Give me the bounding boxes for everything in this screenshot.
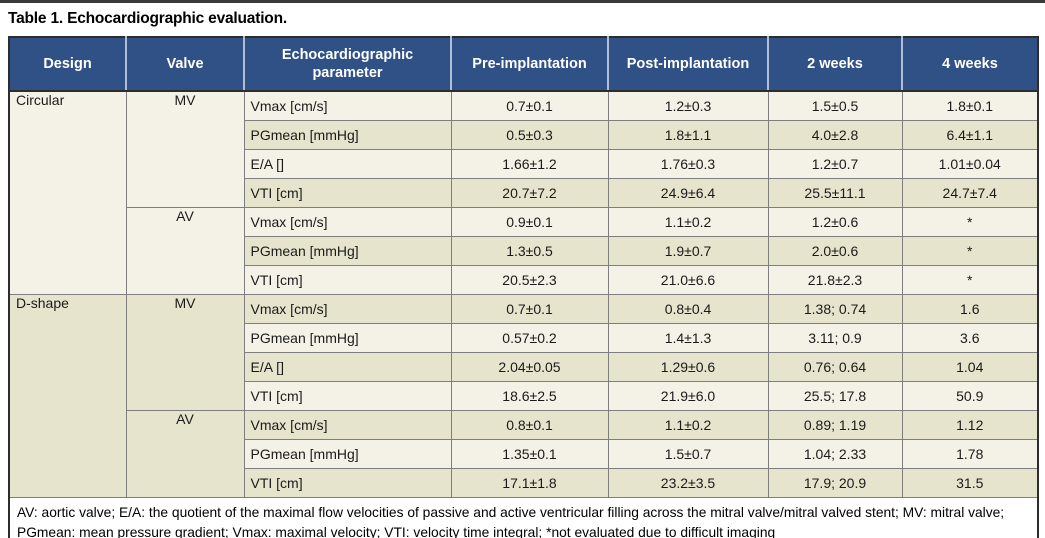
value-cell: 1.78 <box>901 439 1039 469</box>
value-cell: 25.5±11.1 <box>767 178 903 208</box>
top-rule <box>0 0 1045 3</box>
table-body: Circular MV Vmax [cm/s] 0.7±0.1 1.2±0.3 … <box>8 90 1039 498</box>
value-cell: 20.5±2.3 <box>450 265 609 295</box>
value-cell: 1.5±0.7 <box>607 439 769 469</box>
value-cell: 1.01±0.04 <box>901 149 1039 179</box>
parameter-cell: Vmax [cm/s] <box>243 207 452 237</box>
valve-cell-d-shape-mv: MV <box>125 294 245 411</box>
value-cell: 1.35±0.1 <box>450 439 609 469</box>
parameter-cell: VTI [cm] <box>243 468 452 498</box>
value-cell: 25.5; 17.8 <box>767 381 903 411</box>
value-cell: 1.8±0.1 <box>901 90 1039 121</box>
value-cell: 0.76; 0.64 <box>767 352 903 382</box>
value-cell: 23.2±3.5 <box>607 468 769 498</box>
value-cell: 1.2±0.3 <box>607 90 769 121</box>
value-cell: 1.66±1.2 <box>450 149 609 179</box>
value-cell: 1.4±1.3 <box>607 323 769 353</box>
header-parameter: Echocardiographic parameter <box>243 37 451 92</box>
value-cell: 1.04 <box>901 352 1039 382</box>
value-cell: 24.7±7.4 <box>901 178 1039 208</box>
value-cell: 0.9±0.1 <box>450 207 609 237</box>
value-cell: 1.5±0.5 <box>767 90 903 121</box>
value-cell: 24.9±6.4 <box>607 178 769 208</box>
echocardiographic-table: Design Valve Echocardiographic parameter… <box>8 36 1039 538</box>
valve-cell-circular-av: AV <box>125 207 245 295</box>
parameter-cell: PGmean [mmHg] <box>243 120 452 150</box>
valve-cell-d-shape-av: AV <box>125 410 245 498</box>
table-row: VTI [cm] 20.7±7.2 24.9±6.4 25.5±11.1 24.… <box>9 178 1039 208</box>
value-cell: 18.6±2.5 <box>450 381 609 411</box>
header-4-weeks: 4 weeks <box>901 37 1038 92</box>
value-cell: * <box>901 207 1039 237</box>
header-design: Design <box>9 37 126 92</box>
value-cell: 2.04±0.05 <box>450 352 609 382</box>
value-cell: 0.8±0.1 <box>450 410 609 440</box>
table-footer: AV: aortic valve; E/A: the quotient of t… <box>9 497 1038 538</box>
value-cell: 3.6 <box>901 323 1039 353</box>
value-cell: 1.29±0.6 <box>607 352 769 382</box>
parameter-cell: Vmax [cm/s] <box>243 90 452 121</box>
value-cell: 1.04; 2.33 <box>767 439 903 469</box>
design-cell-circular: Circular <box>8 90 127 295</box>
value-cell: 0.5±0.3 <box>450 120 609 150</box>
value-cell: 31.5 <box>901 468 1039 498</box>
table-row: D-shape MV Vmax [cm/s] 0.7±0.1 0.8±0.4 1… <box>8 294 1039 498</box>
value-cell: 1.3±0.5 <box>450 236 609 266</box>
value-cell: 1.12 <box>901 410 1039 440</box>
table-footnote: AV: aortic valve; E/A: the quotient of t… <box>9 497 1038 538</box>
parameter-cell: PGmean [mmHg] <box>243 323 452 353</box>
value-cell: 0.89; 1.19 <box>767 410 903 440</box>
value-cell: 0.57±0.2 <box>450 323 609 353</box>
value-cell: 1.9±0.7 <box>607 236 769 266</box>
value-cell: 17.1±1.8 <box>450 468 609 498</box>
value-cell: 21.9±6.0 <box>607 381 769 411</box>
footnote-row: AV: aortic valve; E/A: the quotient of t… <box>9 497 1038 538</box>
value-cell: 3.11; 0.9 <box>767 323 903 353</box>
value-cell: 4.0±2.8 <box>767 120 903 150</box>
header-2-weeks: 2 weeks <box>767 37 902 92</box>
value-cell: 1.2±0.6 <box>767 207 903 237</box>
value-cell: 1.1±0.2 <box>607 207 769 237</box>
value-cell: 20.7±7.2 <box>450 178 609 208</box>
value-cell: 2.0±0.6 <box>767 236 903 266</box>
header-valve: Valve <box>125 37 244 92</box>
value-cell: 1.8±1.1 <box>607 120 769 150</box>
parameter-cell: VTI [cm] <box>243 178 452 208</box>
table-row: AV Vmax [cm/s] 0.8±0.1 1.1±0.2 0.89; 1.1… <box>9 410 1039 498</box>
value-cell: 0.8±0.4 <box>607 294 769 324</box>
value-cell: 1.76±0.3 <box>607 149 769 179</box>
value-cell: 6.4±1.1 <box>901 120 1039 150</box>
value-cell: 1.2±0.7 <box>767 149 903 179</box>
value-cell: 17.9; 20.9 <box>767 468 903 498</box>
value-cell: * <box>901 236 1039 266</box>
value-cell: 21.8±2.3 <box>767 265 903 295</box>
value-cell: 1.1±0.2 <box>607 410 769 440</box>
valve-cell-circular-mv: MV <box>125 90 245 208</box>
table-row: AV Vmax [cm/s] 0.9±0.1 1.1±0.2 1.2±0.6 * <box>9 207 1039 295</box>
design-cell-d-shape: D-shape <box>8 294 127 498</box>
header-row: Design Valve Echocardiographic parameter… <box>9 37 1038 92</box>
value-cell: 50.9 <box>901 381 1039 411</box>
parameter-cell: VTI [cm] <box>243 381 452 411</box>
table-header: Design Valve Echocardiographic parameter… <box>9 37 1038 92</box>
value-cell: 1.6 <box>901 294 1039 324</box>
value-cell: 0.7±0.1 <box>450 294 609 324</box>
parameter-cell: Vmax [cm/s] <box>243 410 452 440</box>
header-post-implantation: Post-implantation <box>607 37 768 92</box>
table-row: Circular MV Vmax [cm/s] 0.7±0.1 1.2±0.3 … <box>8 90 1039 295</box>
parameter-cell: E/A [] <box>243 149 452 179</box>
parameter-cell: Vmax [cm/s] <box>243 294 452 324</box>
parameter-cell: VTI [cm] <box>243 265 452 295</box>
table-title: Table 1. Echocardiographic evaluation. <box>8 10 287 27</box>
value-cell: 21.0±6.6 <box>607 265 769 295</box>
header-pre-implantation: Pre-implantation <box>450 37 608 92</box>
parameter-cell: PGmean [mmHg] <box>243 236 452 266</box>
parameter-cell: E/A [] <box>243 352 452 382</box>
table-row: PGmean [mmHg] 1.35±0.1 1.5±0.7 1.04; 2.3… <box>9 439 1039 469</box>
value-cell: 0.7±0.1 <box>450 90 609 121</box>
value-cell: * <box>901 265 1039 295</box>
value-cell: 1.38; 0.74 <box>767 294 903 324</box>
parameter-cell: PGmean [mmHg] <box>243 439 452 469</box>
